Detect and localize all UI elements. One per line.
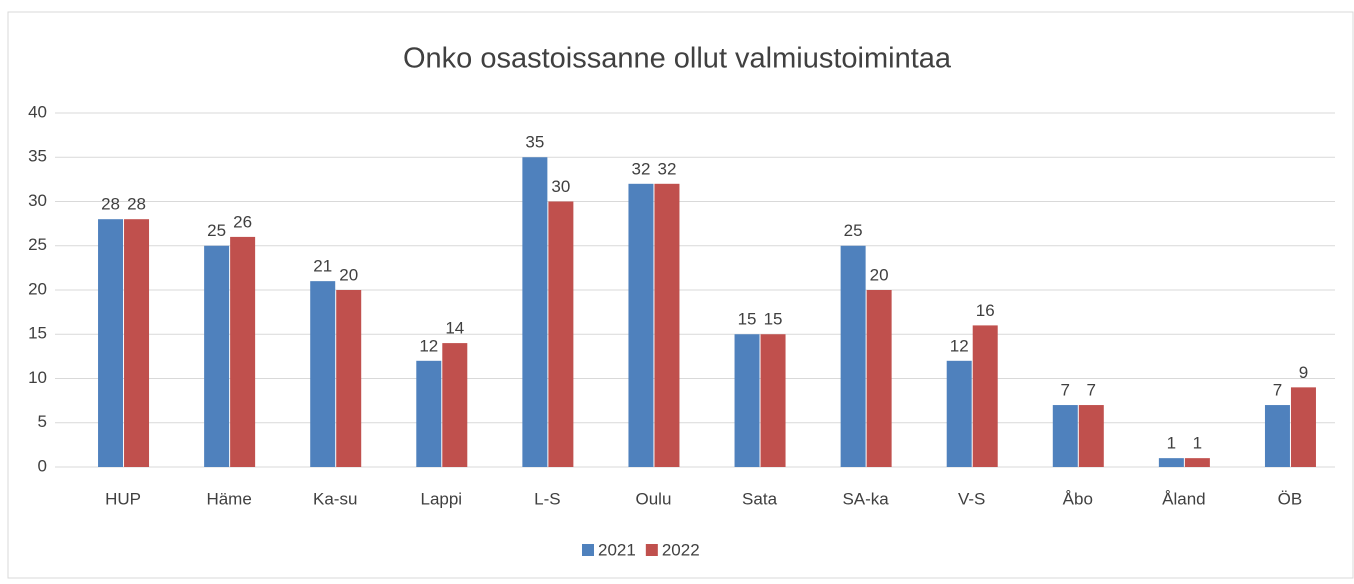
bar	[1290, 387, 1316, 467]
data-label: 9	[1299, 363, 1308, 382]
data-label: 28	[101, 195, 120, 214]
legend-swatch	[582, 544, 594, 556]
bar	[1264, 405, 1290, 467]
bar	[310, 281, 336, 467]
bar	[1184, 458, 1210, 467]
y-tick-label: 15	[28, 324, 47, 343]
data-label: 12	[419, 336, 438, 355]
data-label: 7	[1061, 381, 1070, 400]
data-label: 1	[1167, 434, 1176, 453]
x-tick-label: Sata	[742, 489, 778, 508]
x-tick-label: V-S	[958, 489, 985, 508]
bar	[840, 245, 866, 467]
bar	[628, 183, 654, 468]
bar	[98, 219, 124, 467]
data-label: 7	[1087, 381, 1096, 400]
y-tick-label: 10	[28, 368, 47, 387]
bar	[866, 290, 892, 467]
data-label: 25	[207, 221, 226, 240]
legend-swatch	[645, 544, 658, 556]
data-label: 16	[976, 301, 995, 320]
x-tick-label: Ka-su	[313, 489, 357, 508]
bar	[230, 236, 256, 467]
bar	[734, 334, 760, 467]
y-tick-label: 20	[28, 279, 47, 298]
bar	[1052, 405, 1078, 467]
bar	[972, 325, 998, 467]
y-tick-label: 25	[28, 235, 47, 254]
x-tick-label: Häme	[206, 489, 251, 508]
bar	[946, 360, 972, 467]
x-tick-label: Åbo	[1063, 489, 1093, 508]
x-tick-label: HUP	[105, 489, 141, 508]
bar	[416, 360, 442, 467]
bar	[522, 157, 548, 467]
data-label: 32	[657, 159, 676, 178]
data-label: 35	[525, 133, 544, 152]
data-label: 15	[764, 310, 783, 329]
data-label: 20	[870, 265, 889, 284]
data-label: 25	[844, 221, 863, 240]
legend-label: 2022	[662, 540, 700, 559]
bar	[442, 343, 468, 467]
y-tick-label: 30	[28, 191, 47, 210]
x-tick-label: Lappi	[420, 489, 462, 508]
data-label: 28	[127, 195, 146, 214]
bar	[654, 183, 680, 468]
x-tick-label: Åland	[1162, 489, 1205, 508]
y-tick-label: 0	[38, 456, 47, 475]
data-label: 14	[445, 319, 464, 338]
data-label: 30	[551, 177, 570, 196]
bar	[336, 290, 362, 467]
data-label: 1	[1193, 434, 1202, 453]
x-tick-label: L-S	[534, 489, 560, 508]
x-tick-label: Oulu	[635, 489, 671, 508]
bar	[124, 219, 150, 467]
y-tick-label: 40	[28, 102, 47, 121]
data-label: 20	[339, 265, 358, 284]
bar	[204, 245, 230, 467]
bar	[760, 334, 786, 467]
data-label: 15	[738, 310, 757, 329]
data-label: 21	[313, 257, 332, 276]
y-tick-label: 5	[38, 412, 47, 431]
data-label: 7	[1273, 381, 1282, 400]
bar	[548, 201, 574, 467]
data-label: 12	[950, 336, 969, 355]
bar	[1158, 458, 1184, 467]
y-tick-label: 35	[28, 147, 47, 166]
bar	[1078, 405, 1104, 467]
x-tick-label: SA-ka	[842, 489, 889, 508]
data-label: 32	[631, 159, 650, 178]
legend-label: 2021	[598, 540, 636, 559]
x-tick-label: ÖB	[1278, 489, 1303, 508]
chart-title: Onko osastoissanne ollut valmiustoiminta…	[403, 43, 952, 75]
data-label: 26	[233, 212, 252, 231]
